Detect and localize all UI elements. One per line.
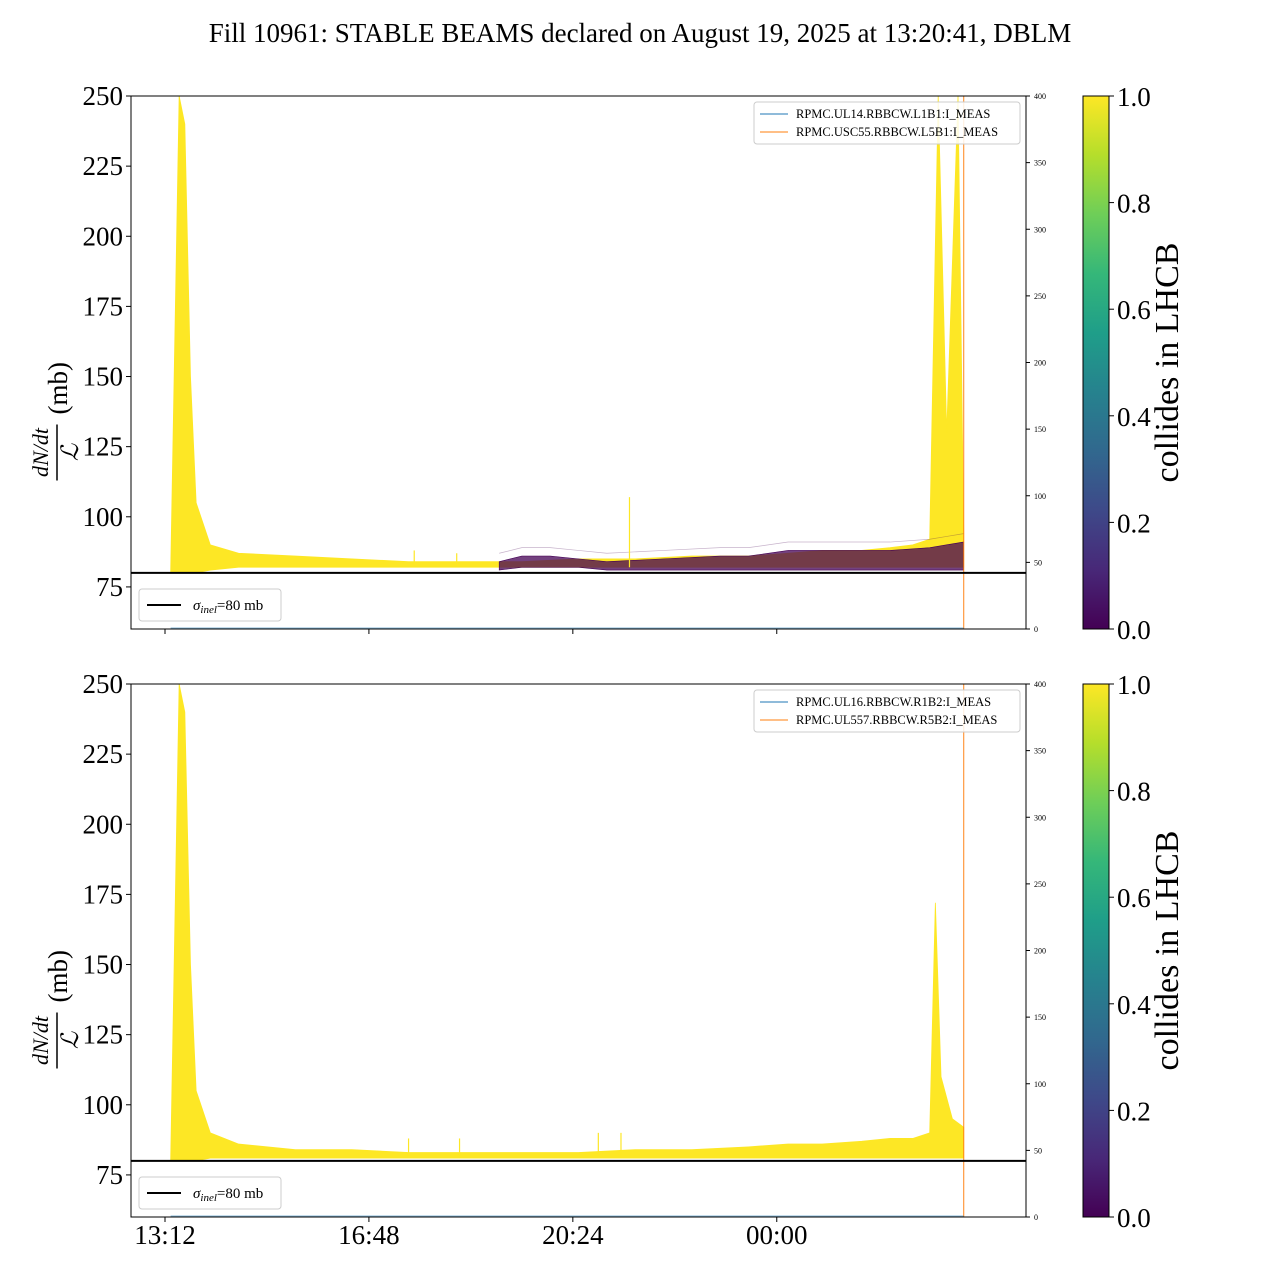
legend-rest: =80 mb — [217, 598, 263, 614]
x-tick-label: 16:48 — [338, 1220, 400, 1250]
colorbar-label: collides in LHCB — [1149, 831, 1186, 1071]
y-tick-label: 250 — [83, 669, 124, 699]
bottom-panel: 75 100 125 150 175 200 225 250 0 50 100 150 200 250 30… — [28, 669, 1046, 1250]
y-tick-label: 150 — [83, 950, 124, 980]
colorbar-bar — [1082, 683, 1110, 1218]
figure-title: Fill 10961: STABLE BEAMS declared on Aug… — [208, 18, 1072, 48]
y-tick-label: 175 — [83, 291, 124, 321]
y-tick-label: 125 — [83, 1020, 124, 1050]
colorbar-tick-label: 0.0 — [1117, 1203, 1151, 1233]
series-name: RPMC.UL557.RBBCW.R5B2:I_MEAS — [796, 713, 997, 727]
secondary-y-tick-label: 50 — [1034, 1146, 1042, 1155]
secondary-y-tick-label: 150 — [1034, 425, 1046, 434]
colliding-envelope — [170, 684, 965, 1162]
legend-label: σinel=80 mb — [193, 598, 263, 616]
x-tick-label: 20:24 — [542, 1220, 604, 1250]
y-label-unit: (mb) — [43, 950, 73, 1002]
sigma-legend: σinel=80 mb — [138, 1176, 282, 1210]
colliding-envelope — [170, 96, 965, 574]
legend-label: σinel=80 mb — [193, 1186, 263, 1204]
colorbar-tick-label: 0.6 — [1117, 295, 1151, 325]
legend-sigma: σ — [193, 598, 201, 614]
y-tick-label: 100 — [83, 502, 124, 532]
secondary-y-tick-label: 250 — [1034, 880, 1046, 889]
y-tick-label: 150 — [83, 362, 124, 392]
secondary-y-tick-label: 0 — [1034, 1213, 1038, 1222]
sigma-legend: σinel=80 mb — [138, 588, 282, 622]
secondary-y-tick-label: 150 — [1034, 1013, 1046, 1022]
colorbar-tick-label: 0.6 — [1117, 883, 1151, 913]
secondary-y-tick-label: 400 — [1034, 680, 1046, 689]
legend-rest: =80 mb — [217, 1186, 263, 1202]
secondary-y-tick-label: 200 — [1034, 359, 1046, 368]
top-colorbar: 0.0 0.2 0.4 0.6 0.8 1.0 collides in LHCB — [1082, 82, 1186, 645]
y-tick-label: 200 — [83, 809, 124, 839]
y-tick-label: 100 — [83, 1090, 124, 1120]
legend-box — [138, 1176, 282, 1210]
plot-area — [170, 684, 965, 1217]
top-panel: 75 100 125 150 175 200 225 250 0 50 100 150 200 250 30… — [28, 81, 1046, 634]
non-colliding-envelope — [498, 541, 964, 571]
y-tick-label: 250 — [83, 81, 124, 111]
series-name: RPMC.UL14.RBBCW.L1B1:I_MEAS — [796, 107, 990, 121]
colorbar-label: collides in LHCB — [1149, 243, 1186, 483]
y-tick-label: 75 — [96, 572, 123, 602]
series-legend: RPMC.UL16.RBBCW.R1B2:I_MEAS RPMC.UL557.RB… — [753, 689, 1021, 733]
secondary-y-tick-label: 350 — [1034, 747, 1046, 756]
y-label-denominator: ℒ — [58, 443, 84, 461]
y-axis-label: dN/dt ℒ (mb) — [28, 950, 84, 1069]
y-tick-label: 175 — [83, 879, 124, 909]
legend-sub: inel — [200, 1192, 217, 1204]
y-tick-label: 200 — [83, 221, 124, 251]
secondary-y-tick-label: 200 — [1034, 947, 1046, 956]
plot-area — [170, 96, 965, 629]
secondary-y-tick-label: 350 — [1034, 159, 1046, 168]
colorbar-tick-label: 0.0 — [1117, 615, 1151, 645]
colorbar-tick-label: 0.2 — [1117, 508, 1151, 538]
secondary-y-tick-label: 50 — [1034, 558, 1042, 567]
series-legend: RPMC.UL14.RBBCW.L1B1:I_MEAS RPMC.USC55.RB… — [753, 101, 1021, 145]
secondary-y-tick-label: 300 — [1034, 225, 1046, 234]
colorbar-tick-label: 1.0 — [1117, 670, 1151, 700]
colorbar-tick-label: 0.8 — [1117, 189, 1151, 219]
series-legend-box — [753, 101, 1021, 145]
secondary-y-tick-label: 100 — [1034, 1080, 1046, 1089]
series-name: RPMC.UL16.RBBCW.R1B2:I_MEAS — [796, 695, 991, 709]
secondary-y-tick-label: 100 — [1034, 492, 1046, 501]
y-tick-label: 125 — [83, 432, 124, 462]
y-tick-label: 225 — [83, 739, 124, 769]
colorbar-tick-label: 0.4 — [1117, 990, 1151, 1020]
y-axis-label: dN/dt ℒ (mb) — [28, 362, 84, 481]
x-tick-label: 00:00 — [746, 1220, 808, 1250]
secondary-y-tick-label: 250 — [1034, 292, 1046, 301]
legend-box — [138, 588, 282, 622]
secondary-y-tick-label: 0 — [1034, 625, 1038, 634]
y-label-numerator: dN/dt — [28, 1015, 53, 1065]
legend-sigma: σ — [193, 1186, 201, 1202]
colorbar-tick-label: 0.8 — [1117, 777, 1151, 807]
y-label-denominator: ℒ — [58, 1031, 84, 1049]
series-name: RPMC.USC55.RBBCW.L5B1:I_MEAS — [796, 125, 998, 139]
non-colliding-upper-trace — [499, 533, 964, 554]
x-tick-label: 13:12 — [134, 1220, 196, 1250]
secondary-y-tick-label: 400 — [1034, 92, 1046, 101]
y-tick-label: 75 — [96, 1160, 123, 1190]
bottom-colorbar: 0.0 0.2 0.4 0.6 0.8 1.0 collides in LHCB — [1082, 670, 1186, 1233]
y-label-unit: (mb) — [43, 362, 73, 414]
secondary-y-tick-label: 300 — [1034, 813, 1046, 822]
colorbar-tick-label: 0.2 — [1117, 1096, 1151, 1126]
axes-frame — [130, 683, 1027, 1218]
y-label-numerator: dN/dt — [28, 427, 53, 477]
colorbar-tick-label: 1.0 — [1117, 82, 1151, 112]
colorbar-tick-label: 0.4 — [1117, 402, 1151, 432]
y-tick-label: 225 — [83, 151, 124, 181]
legend-sub: inel — [200, 604, 217, 616]
series-legend-box — [753, 689, 1021, 733]
colorbar-bar — [1082, 95, 1110, 630]
